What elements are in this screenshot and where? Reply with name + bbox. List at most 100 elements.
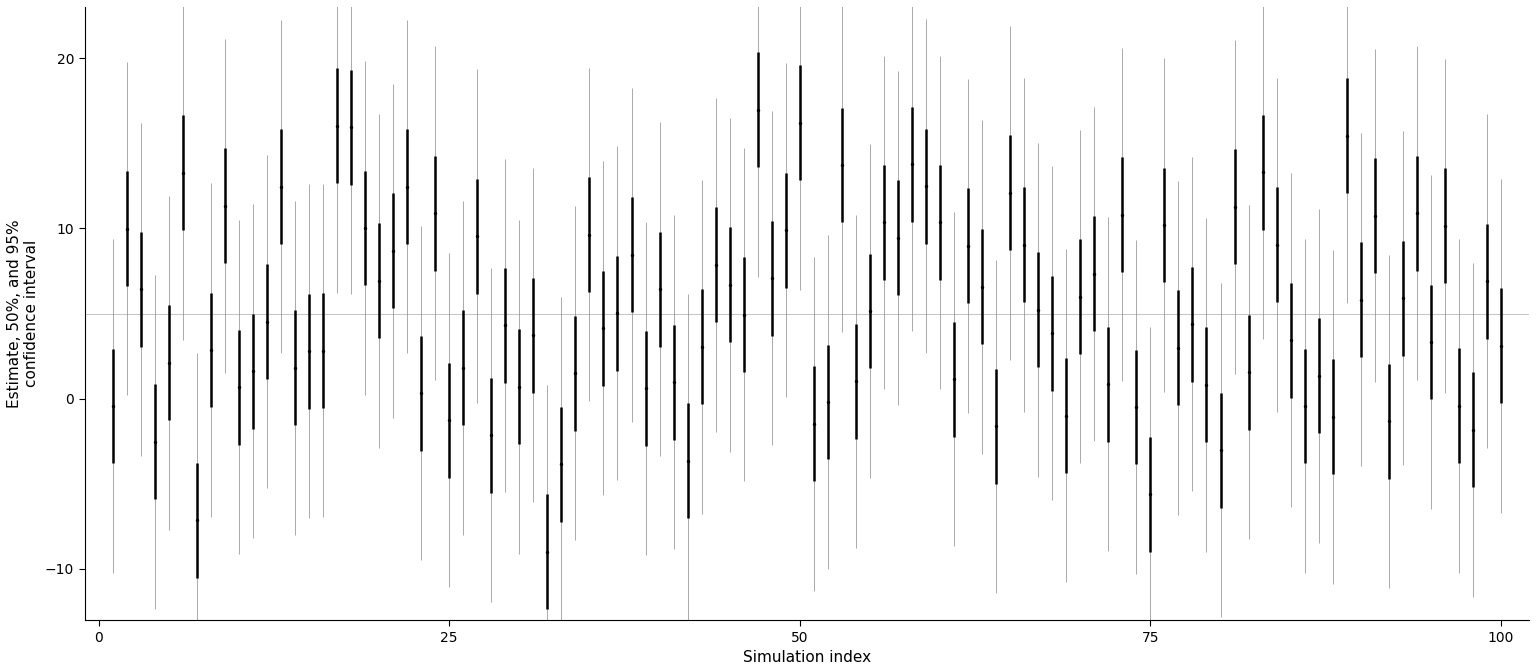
Point: [900, 159, 925, 169]
Point: [1068, 291, 1092, 302]
Point: [886, 233, 911, 243]
Point: [1362, 210, 1387, 221]
Point: [745, 104, 770, 115]
Point: [255, 317, 280, 327]
Point: [1026, 304, 1051, 315]
Point: [198, 345, 223, 355]
Point: [1012, 239, 1037, 250]
Point: [633, 383, 657, 394]
Point: [1166, 343, 1190, 353]
Point: [605, 308, 630, 319]
Point: [985, 421, 1009, 432]
Point: [857, 306, 882, 317]
Point: [1236, 367, 1261, 378]
Point: [1447, 401, 1471, 411]
Point: [143, 436, 167, 447]
Point: [1461, 424, 1485, 435]
Point: [914, 181, 938, 192]
Point: [493, 320, 518, 331]
Point: [548, 459, 573, 470]
Point: [395, 181, 419, 192]
Point: [100, 401, 124, 411]
Point: [129, 284, 154, 295]
Point: [1180, 319, 1204, 330]
Point: [774, 225, 799, 236]
Point: [564, 368, 588, 378]
Point: [816, 396, 840, 407]
Point: [452, 362, 476, 373]
Point: [114, 223, 138, 234]
Point: [241, 366, 266, 377]
Point: [843, 376, 868, 387]
Point: [703, 259, 728, 270]
Point: [1321, 411, 1346, 422]
Point: [1376, 416, 1401, 427]
Point: [422, 208, 447, 219]
Point: [1138, 489, 1163, 500]
Point: [310, 345, 335, 356]
Point: [578, 229, 602, 240]
Point: [381, 245, 406, 256]
Point: [647, 284, 671, 295]
Point: [1223, 201, 1247, 212]
Point: [591, 323, 616, 334]
Point: [1292, 401, 1316, 411]
Point: [1152, 220, 1177, 230]
Point: [1264, 239, 1289, 250]
Point: [676, 455, 700, 466]
Point: [1419, 337, 1444, 347]
Point: [170, 167, 195, 178]
Point: [717, 280, 742, 290]
Point: [690, 341, 714, 352]
Point: [535, 546, 559, 557]
Point: [436, 415, 461, 425]
Point: [1111, 209, 1135, 220]
Point: [296, 346, 321, 357]
Point: [1209, 445, 1233, 456]
Point: [367, 276, 392, 286]
Point: [212, 200, 237, 211]
Point: [1278, 335, 1303, 345]
Point: [969, 282, 994, 292]
Point: [1335, 130, 1359, 141]
Point: [928, 217, 952, 228]
Point: [1250, 167, 1275, 177]
Point: [339, 122, 364, 132]
Point: [283, 363, 307, 374]
Point: [479, 430, 504, 441]
Point: [1054, 410, 1078, 421]
Point: [998, 187, 1023, 198]
Point: [1349, 294, 1373, 305]
Point: [619, 249, 644, 260]
Point: [1390, 293, 1415, 304]
Point: [521, 330, 545, 341]
Point: [1193, 380, 1218, 390]
Point: [731, 309, 756, 320]
Point: [788, 118, 813, 128]
Point: [802, 419, 826, 429]
Point: [759, 273, 783, 284]
Point: [353, 222, 378, 233]
Y-axis label: Estimate, 50%, and 95%
confidence interval: Estimate, 50%, and 95% confidence interv…: [8, 219, 40, 408]
Point: [1433, 220, 1458, 231]
X-axis label: Simulation index: Simulation index: [743, 650, 871, 665]
Point: [1475, 276, 1499, 286]
Point: [184, 515, 209, 526]
Point: [955, 241, 980, 251]
Point: [1097, 379, 1121, 390]
Point: [1307, 370, 1332, 381]
Point: [226, 382, 250, 392]
Point: [409, 388, 433, 398]
Point: [324, 120, 349, 131]
Point: [942, 374, 966, 384]
Point: [1404, 208, 1428, 218]
Point: [157, 358, 181, 368]
Point: [871, 217, 895, 228]
Point: [269, 181, 293, 192]
Point: [1040, 328, 1064, 339]
Point: [662, 377, 687, 388]
Point: [1488, 341, 1513, 351]
Point: [465, 231, 490, 242]
Point: [1124, 402, 1149, 413]
Point: [829, 160, 854, 171]
